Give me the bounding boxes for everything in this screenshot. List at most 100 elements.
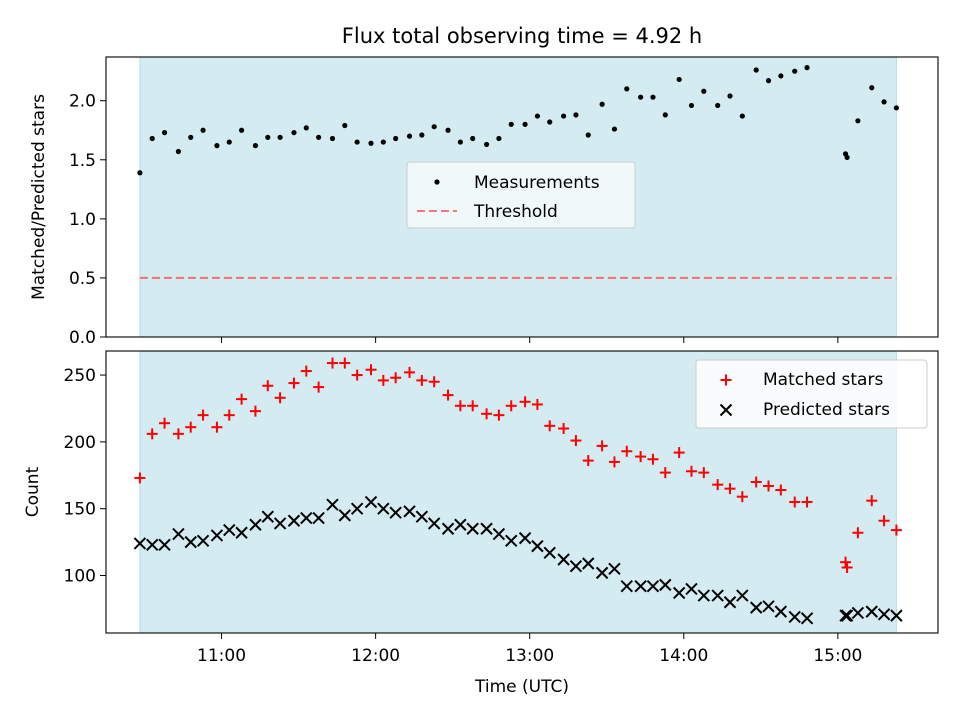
measurement-point bbox=[161, 130, 168, 136]
count-panel-frame bbox=[105, 350, 939, 634]
ratio-x-ticks bbox=[221, 337, 839, 343]
matched-star-point bbox=[467, 400, 479, 412]
matched-star-point bbox=[801, 496, 813, 508]
predicted-star-point bbox=[146, 538, 159, 551]
measurement-point bbox=[508, 121, 514, 127]
time-x-axis-label: Time (UTC) bbox=[474, 677, 569, 697]
matched-star-point bbox=[763, 480, 775, 492]
predicted-star-point bbox=[877, 608, 891, 621]
legend-matched-label: Matched stars bbox=[763, 370, 883, 390]
measurement-point bbox=[650, 94, 656, 100]
measurement-point bbox=[881, 99, 887, 105]
measurement-point bbox=[470, 135, 476, 142]
predicted-star-point bbox=[210, 529, 224, 542]
measurement-point bbox=[701, 88, 707, 94]
time-x-axis: 11:00 12:00 13:00 14:00 15:00 bbox=[197, 633, 862, 666]
matched-star-point bbox=[223, 409, 235, 421]
measurement-point bbox=[329, 135, 336, 142]
measurement-point bbox=[715, 102, 721, 109]
measurement-point bbox=[662, 112, 668, 118]
measurement-point bbox=[214, 143, 220, 149]
count-y-axis-label: Count bbox=[23, 466, 43, 517]
matched-star-point bbox=[840, 556, 852, 568]
measurement-point bbox=[688, 102, 695, 109]
matched-star-point bbox=[236, 393, 248, 405]
matched-star-point bbox=[519, 396, 531, 408]
predicted-star-point bbox=[415, 510, 429, 523]
matched-star-point bbox=[582, 455, 594, 467]
ratio-y-tick-label: 1.0 bbox=[69, 210, 96, 230]
predicted-star-point bbox=[249, 518, 262, 531]
matched-star-point bbox=[647, 453, 659, 465]
predicted-star-point bbox=[466, 522, 479, 535]
measurement-point bbox=[599, 101, 605, 107]
matched-star-point bbox=[454, 400, 466, 412]
matched-star-point bbox=[197, 409, 209, 421]
predicted-star-point bbox=[196, 534, 210, 547]
predicted-star-point bbox=[312, 511, 325, 525]
predicted-star-point bbox=[518, 531, 532, 545]
legend-measurements-marker bbox=[434, 179, 440, 185]
matched-star-point bbox=[274, 392, 286, 404]
predicted-star-point bbox=[273, 517, 287, 530]
measurement-point bbox=[483, 141, 490, 148]
measurement-point bbox=[893, 105, 900, 111]
measurement-point bbox=[561, 113, 567, 119]
matched-star-point bbox=[211, 421, 223, 433]
matched-star-point bbox=[262, 380, 274, 392]
matched-stars-series bbox=[134, 357, 902, 574]
measurement-point bbox=[534, 113, 541, 119]
matched-star-point bbox=[698, 467, 710, 479]
predicted-star-point bbox=[377, 502, 390, 515]
matched-star-point bbox=[558, 423, 570, 435]
time-x-tick-label: 13:00 bbox=[505, 646, 554, 666]
matched-star-point bbox=[570, 435, 582, 447]
measurement-point bbox=[406, 133, 413, 139]
matched-star-point bbox=[249, 405, 261, 417]
predicted-star-point bbox=[659, 578, 672, 592]
predicted-star-point bbox=[723, 596, 737, 609]
measurement-point bbox=[778, 73, 784, 79]
predicted-star-point bbox=[736, 589, 749, 602]
predicted-star-point bbox=[261, 510, 274, 523]
measurement-point bbox=[739, 113, 745, 119]
measurement-point bbox=[869, 85, 875, 91]
measurement-point bbox=[753, 67, 759, 73]
predicted-star-point bbox=[851, 606, 865, 620]
predicted-star-point bbox=[762, 600, 775, 613]
matched-star-point bbox=[685, 465, 697, 477]
ratio-y-axis-label: Matched/Predicted stars bbox=[29, 94, 49, 300]
measurement-point bbox=[522, 121, 528, 127]
measurement-point bbox=[149, 135, 155, 142]
matched-star-point bbox=[313, 381, 325, 393]
matched-star-point bbox=[531, 398, 543, 410]
ratio-y-tick-label: 0.0 bbox=[69, 328, 96, 348]
matched-star-point bbox=[377, 374, 389, 386]
measurement-point bbox=[445, 127, 451, 133]
predicted-star-point bbox=[839, 609, 852, 622]
matched-star-point bbox=[712, 479, 724, 491]
predicted-star-point bbox=[427, 517, 441, 530]
ratio-legend-box bbox=[406, 161, 636, 229]
measurement-point bbox=[342, 122, 348, 129]
matched-star-point bbox=[841, 562, 853, 574]
measurement-point bbox=[624, 86, 630, 92]
ratio-y-tick-label: 0.5 bbox=[69, 269, 96, 289]
matched-star-point bbox=[146, 428, 158, 440]
predicted-star-point bbox=[531, 539, 544, 553]
predicted-star-point bbox=[582, 557, 595, 570]
measurement-point bbox=[316, 134, 322, 140]
measurement-point bbox=[291, 130, 297, 136]
legend-predicted-label: Predicted stars bbox=[763, 400, 890, 420]
predicted-star-point bbox=[865, 605, 878, 618]
predicted-star-point bbox=[608, 562, 621, 576]
predicted-star-point bbox=[543, 546, 556, 560]
predicted-star-point bbox=[890, 609, 903, 622]
matched-star-point bbox=[635, 451, 647, 463]
matched-star-point bbox=[185, 421, 197, 433]
ratio-y-tick-label: 2.0 bbox=[69, 92, 96, 112]
count-y-tick-label: 100 bbox=[64, 567, 96, 587]
legend-matched-marker bbox=[720, 374, 732, 386]
matched-star-point bbox=[404, 366, 416, 378]
matched-star-point bbox=[416, 374, 428, 386]
